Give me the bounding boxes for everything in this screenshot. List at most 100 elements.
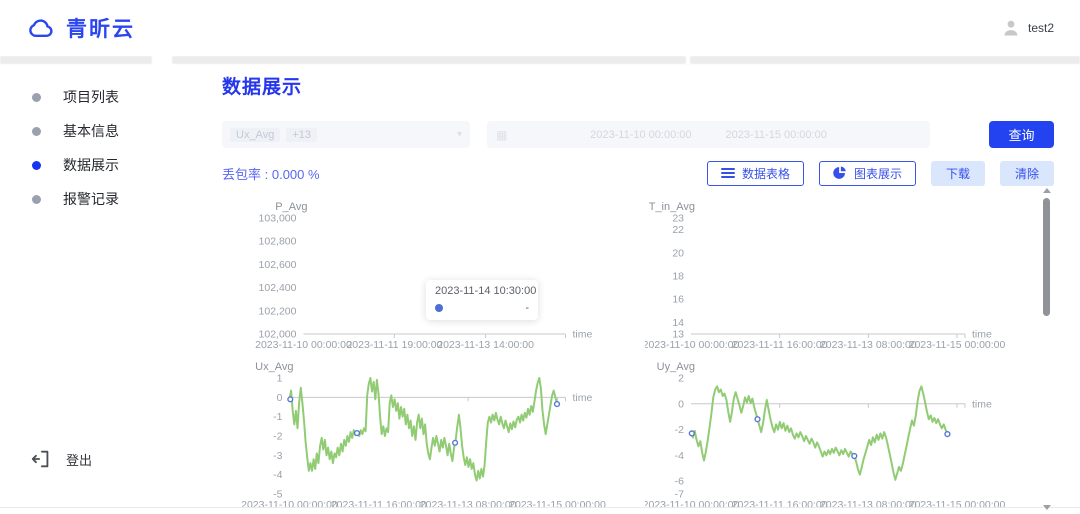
brand-logo[interactable]: 青昕云: [26, 13, 135, 43]
svg-text:P_Avg: P_Avg: [275, 201, 307, 213]
user-avatar-icon: [1004, 20, 1018, 36]
svg-text:2023-11-11 16:00:00: 2023-11-11 16:00:00: [331, 499, 427, 511]
sidebar-item-label: 数据展示: [63, 157, 119, 173]
cloud-icon: [29, 19, 53, 37]
svg-text:-3: -3: [273, 450, 282, 462]
svg-text:14: 14: [672, 317, 684, 329]
scroll-up-icon[interactable]: [1043, 188, 1051, 193]
download-button[interactable]: 下载: [930, 160, 985, 186]
svg-text:-1: -1: [273, 411, 282, 423]
svg-text:2023-11-11 19:00:00: 2023-11-11 19:00:00: [346, 339, 442, 351]
chart-uy-avg: Uy_Avg 2 0 -2 -4 -6 -7 time 2023-11-10 00:00:00 2…: [645, 358, 1054, 514]
svg-text:2023-11-11 16:00:00: 2023-11-11 16:00:00: [732, 339, 828, 351]
clear-button[interactable]: 清除: [999, 160, 1054, 186]
chart-tooltip: 2023-11-14 10:30:00 -: [426, 280, 538, 320]
svg-text:2023-11-13 08:00:00: 2023-11-13 08:00:00: [420, 499, 517, 511]
svg-text:2023-11-10 00:00:00: 2023-11-10 00:00:00: [645, 339, 740, 351]
chart-display-label: 图表展示: [853, 166, 902, 181]
svg-text:-4: -4: [675, 450, 684, 462]
page-title: 数据展示: [222, 77, 303, 98]
svg-text:2023-11-11 16:00:00: 2023-11-11 16:00:00: [732, 499, 828, 511]
packet-loss-value: 0.000 %: [271, 166, 320, 182]
bullet-icon: [32, 126, 41, 136]
scroll-down-icon[interactable]: [1043, 505, 1051, 510]
chart-display-button[interactable]: 图表展示: [818, 160, 916, 186]
svg-text:2023-11-10 00:00:00: 2023-11-10 00:00:00: [645, 499, 740, 511]
series-dot-icon: [435, 304, 443, 312]
tooltip-timestamp: 2023-11-14 10:30:00: [435, 285, 537, 297]
svg-text:1: 1: [277, 373, 283, 385]
chevron-down-icon: ▾: [456, 129, 462, 140]
svg-text:23: 23: [672, 213, 684, 225]
logout-icon: [31, 450, 49, 468]
svg-text:2023-11-10 00:00:00: 2023-11-10 00:00:00: [255, 339, 352, 351]
svg-text:2023-11-15 00:00:00: 2023-11-15 00:00:00: [909, 499, 1006, 511]
top-header: 青昕云 test2: [0, 0, 1080, 56]
sidebar-item-label: 报警记录: [63, 191, 119, 207]
svg-text:2023-11-13 14:00:00: 2023-11-13 14:00:00: [437, 339, 534, 351]
svg-text:0: 0: [678, 398, 684, 410]
brand-name: 青昕云: [66, 18, 135, 41]
sidebar-item-basic-info[interactable]: 基本信息: [0, 114, 178, 148]
svg-text:2023-11-15 00:00:00: 2023-11-15 00:00:00: [509, 499, 606, 511]
chart-t-in-avg: T_in_Avg 23 22 20 18 16 14 13 time 2023-11-10 00:…: [645, 198, 1054, 358]
svg-text:103,000: 103,000: [259, 213, 297, 225]
header-shadow: [0, 56, 152, 64]
sidebar: 项目列表 基本信息 数据展示 报警记录: [0, 80, 178, 216]
meta-row: 丢包率 : 0.000 % 数据表格 图表展示 下载: [222, 160, 1054, 186]
svg-text:102,000: 102,000: [259, 329, 297, 341]
sidebar-item-data-display[interactable]: 数据展示: [0, 148, 178, 182]
selected-field-tag: Ux_Avg: [230, 127, 281, 142]
collapsed-tags-count: +13: [286, 127, 317, 142]
chart-ux-avg: Ux_Avg 1 0 -1 -2 -3 -4 -5 time 2023-11-10 00:00:0…: [222, 358, 645, 514]
bullet-icon: [32, 194, 41, 204]
svg-text:102,200: 102,200: [259, 305, 297, 317]
svg-text:Ux_Avg: Ux_Avg: [255, 361, 293, 373]
svg-text:22: 22: [672, 224, 684, 236]
header-shadow: [690, 56, 1080, 64]
tooltip-value: -: [525, 302, 529, 314]
bullet-icon-active: [32, 160, 41, 170]
data-table-button[interactable]: 数据表格: [706, 160, 804, 186]
svg-text:0: 0: [277, 392, 283, 404]
logout-button[interactable]: 登出: [30, 448, 92, 470]
svg-text:time: time: [573, 392, 593, 404]
main-content: 数据展示 Ux_Avg +13 ▾ ▦ 2023-11-10 00:00:00 …: [222, 72, 1054, 514]
svg-text:13: 13: [672, 329, 684, 341]
svg-text:2: 2: [678, 373, 684, 385]
svg-text:Uy_Avg: Uy_Avg: [657, 361, 695, 373]
bottom-divider: [0, 507, 1080, 508]
svg-text:-4: -4: [273, 469, 282, 481]
date-range-picker[interactable]: ▦ 2023-11-10 00:00:00 2023-11-15 00:00:0…: [487, 121, 930, 148]
svg-text:102,400: 102,400: [259, 282, 297, 294]
svg-text:20: 20: [672, 247, 684, 259]
svg-text:102,600: 102,600: [259, 259, 297, 271]
sidebar-item-project-list[interactable]: 项目列表: [0, 80, 178, 114]
scrollbar-thumb[interactable]: [1043, 198, 1050, 316]
view-toolbar: 数据表格 图表展示 下载 清除: [706, 160, 1054, 186]
charts-scrollbar[interactable]: [1041, 188, 1053, 510]
svg-text:time: time: [972, 329, 992, 341]
svg-text:-6: -6: [675, 476, 684, 488]
username: test2: [1027, 21, 1054, 35]
svg-text:T_in_Avg: T_in_Avg: [649, 201, 695, 213]
query-button[interactable]: 查询: [989, 121, 1054, 148]
svg-text:2023-11-13 08:00:00: 2023-11-13 08:00:00: [820, 499, 917, 511]
svg-text:18: 18: [672, 271, 684, 283]
field-select[interactable]: Ux_Avg +13 ▾: [222, 121, 470, 148]
svg-text:16: 16: [672, 294, 684, 306]
svg-text:-2: -2: [273, 431, 282, 443]
svg-text:time: time: [573, 329, 593, 341]
date-range-start: 2023-11-10 00:00:00: [590, 128, 692, 141]
date-range-end: 2023-11-15 00:00:00: [725, 128, 827, 141]
svg-text:-7: -7: [675, 489, 684, 501]
sidebar-item-alarm-records[interactable]: 报警记录: [0, 182, 178, 216]
user-menu[interactable]: test2: [1001, 18, 1054, 38]
sidebar-item-label: 项目列表: [63, 89, 119, 105]
svg-text:2023-11-15 00:00:00: 2023-11-15 00:00:00: [909, 339, 1006, 351]
